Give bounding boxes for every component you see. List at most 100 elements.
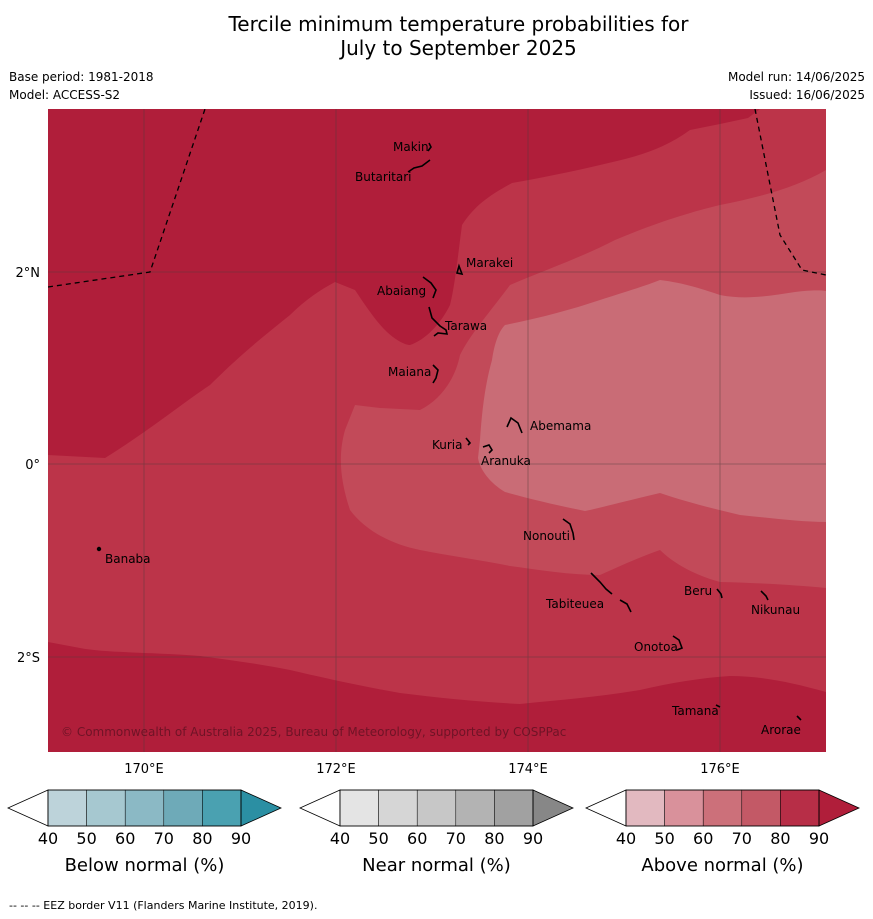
meta-left: Base period: 1981-2018 Model: ACCESS-S2 — [9, 68, 154, 104]
island-abaiang — [422, 276, 437, 299]
colorbar-tick-label: 60 — [407, 829, 427, 848]
colorbar-tick-label: 40 — [38, 829, 58, 848]
island-beru — [716, 588, 723, 599]
graticule — [48, 109, 826, 752]
label-banaba: Banaba — [105, 552, 151, 566]
colorbar-tick-label: 90 — [809, 829, 829, 848]
latitude-ticks: 2°N 0° 2°S — [16, 266, 41, 666]
label-tabiteuea: Tabiteuea — [545, 597, 604, 611]
colorbar-outline — [625, 789, 820, 827]
colorbar-segment — [416, 789, 457, 827]
label-tarawa: Tarawa — [444, 319, 487, 333]
probability-map: Makin Butaritari Marakei Abaiang Tarawa … — [48, 109, 826, 752]
colorbar-outline — [339, 789, 534, 827]
place-labels: Makin Butaritari Marakei Abaiang Tarawa … — [105, 140, 801, 737]
colorbar-segment — [163, 789, 203, 827]
colorbar-segment — [378, 789, 418, 827]
colorbar-tick-label: 90 — [523, 829, 543, 848]
colorbar-title: Below normal (%) — [65, 855, 225, 876]
colorbar-segment — [339, 789, 379, 827]
lat-tick-2s: 2°S — [17, 651, 40, 666]
island-marakei — [455, 263, 464, 276]
meta-right: Model run: 14/06/2025 Issued: 16/06/2025 — [728, 68, 865, 104]
label-kuria: Kuria — [432, 438, 463, 452]
colorbar-tick-label: 50 — [76, 829, 96, 848]
island-abemama — [506, 416, 523, 434]
colorbar-title: Above normal (%) — [641, 855, 803, 876]
lat-tick-0: 0° — [25, 458, 40, 473]
near-normal-colorbar: 40 50 60 70 80 90 Near normal (%) — [299, 789, 574, 876]
colorbar-tick-label: 40 — [330, 829, 350, 848]
label-nonouti: Nonouti — [523, 529, 570, 543]
colorbar-tick-label: 70 — [154, 829, 174, 848]
chart-title: Tercile minimum temperature probabilitie… — [0, 12, 873, 60]
below-normal-colorbar: 40 50 60 70 80 90 Below normal (%) — [7, 789, 282, 876]
lon-tick-170e: 170°E — [124, 762, 164, 777]
colorbar-segment — [202, 789, 242, 827]
label-makin: Makin — [393, 140, 429, 154]
colorbar-segment — [47, 789, 87, 827]
colorbar-tick-label: 60 — [693, 829, 713, 848]
label-arorae: Arorae — [761, 723, 801, 737]
colorbar-tick-label: 70 — [446, 829, 466, 848]
colorbar-segment — [780, 789, 820, 827]
colorbar-extend-high — [818, 789, 860, 827]
island-nonouti — [562, 518, 575, 541]
title-line-2: July to September 2025 — [340, 36, 577, 60]
colorbar-segment — [86, 789, 126, 827]
island-banaba — [96, 546, 102, 552]
colorbar-extend-low — [7, 789, 49, 827]
colorbar-tick-label: 40 — [616, 829, 636, 848]
island-tarawa — [428, 306, 449, 337]
colorbar-segment — [702, 789, 743, 827]
colorbar-segment — [494, 789, 534, 827]
island-butaritari — [407, 159, 431, 173]
label-tamana: Tamana — [671, 704, 719, 718]
colorbar-extend-high — [240, 789, 282, 827]
lat-tick-2n: 2°N — [16, 266, 41, 281]
island-arorae — [796, 715, 802, 721]
longitude-ticks: 170°E 172°E 174°E 176°E — [124, 762, 740, 777]
issued-date: Issued: 16/06/2025 — [749, 88, 865, 102]
colorbar-extend-low — [585, 789, 627, 827]
colorbar-tick-label: 50 — [368, 829, 388, 848]
title-line-1: Tercile minimum temperature probabilitie… — [228, 12, 689, 36]
colorbar-tick-label: 60 — [115, 829, 135, 848]
colorbar-tick-label: 80 — [484, 829, 504, 848]
island-onotoa — [672, 635, 684, 651]
label-maiana: Maiana — [388, 365, 431, 379]
model-name: Model: ACCESS-S2 — [9, 88, 121, 102]
island-tabiteuea — [590, 572, 632, 613]
base-period: Base period: 1981-2018 — [9, 70, 154, 84]
model-run: Model run: 14/06/2025 — [727, 70, 865, 84]
colorbar-tick-label: 70 — [732, 829, 752, 848]
island-maiana — [432, 364, 439, 384]
colorbar-title: Near normal (%) — [362, 855, 511, 876]
lon-tick-176e: 176°E — [700, 762, 740, 777]
colorbar-outline — [47, 789, 242, 827]
colorbar-tick-label: 80 — [192, 829, 212, 848]
label-onotoa: Onotoa — [634, 640, 678, 654]
island-kuria — [465, 437, 472, 446]
label-marakei: Marakei — [466, 256, 513, 270]
islands — [96, 142, 802, 721]
colorbar-segment — [124, 789, 165, 827]
colorbar-tick-label: 50 — [654, 829, 674, 848]
label-abemama: Abemama — [530, 419, 591, 433]
colorbar-segment — [625, 789, 665, 827]
eez-border — [48, 109, 826, 288]
label-nikunau: Nikunau — [751, 603, 800, 617]
label-butaritari: Butaritari — [355, 170, 412, 184]
island-tamana — [715, 704, 721, 708]
zone-above-60 — [478, 280, 826, 522]
lon-tick-174e: 174°E — [508, 762, 548, 777]
lon-tick-172e: 172°E — [316, 762, 356, 777]
label-abaiang: Abaiang — [377, 284, 426, 298]
colorbar-extend-low — [299, 789, 341, 827]
colorbar-segment — [455, 789, 495, 827]
label-aranuka: Aranuka — [481, 454, 531, 468]
island-makin — [427, 142, 432, 152]
copyright-notice: © Commonwealth of Australia 2025, Bureau… — [61, 725, 566, 739]
colorbar-tick-label: 80 — [770, 829, 790, 848]
colorbar-tick-label: 90 — [231, 829, 251, 848]
